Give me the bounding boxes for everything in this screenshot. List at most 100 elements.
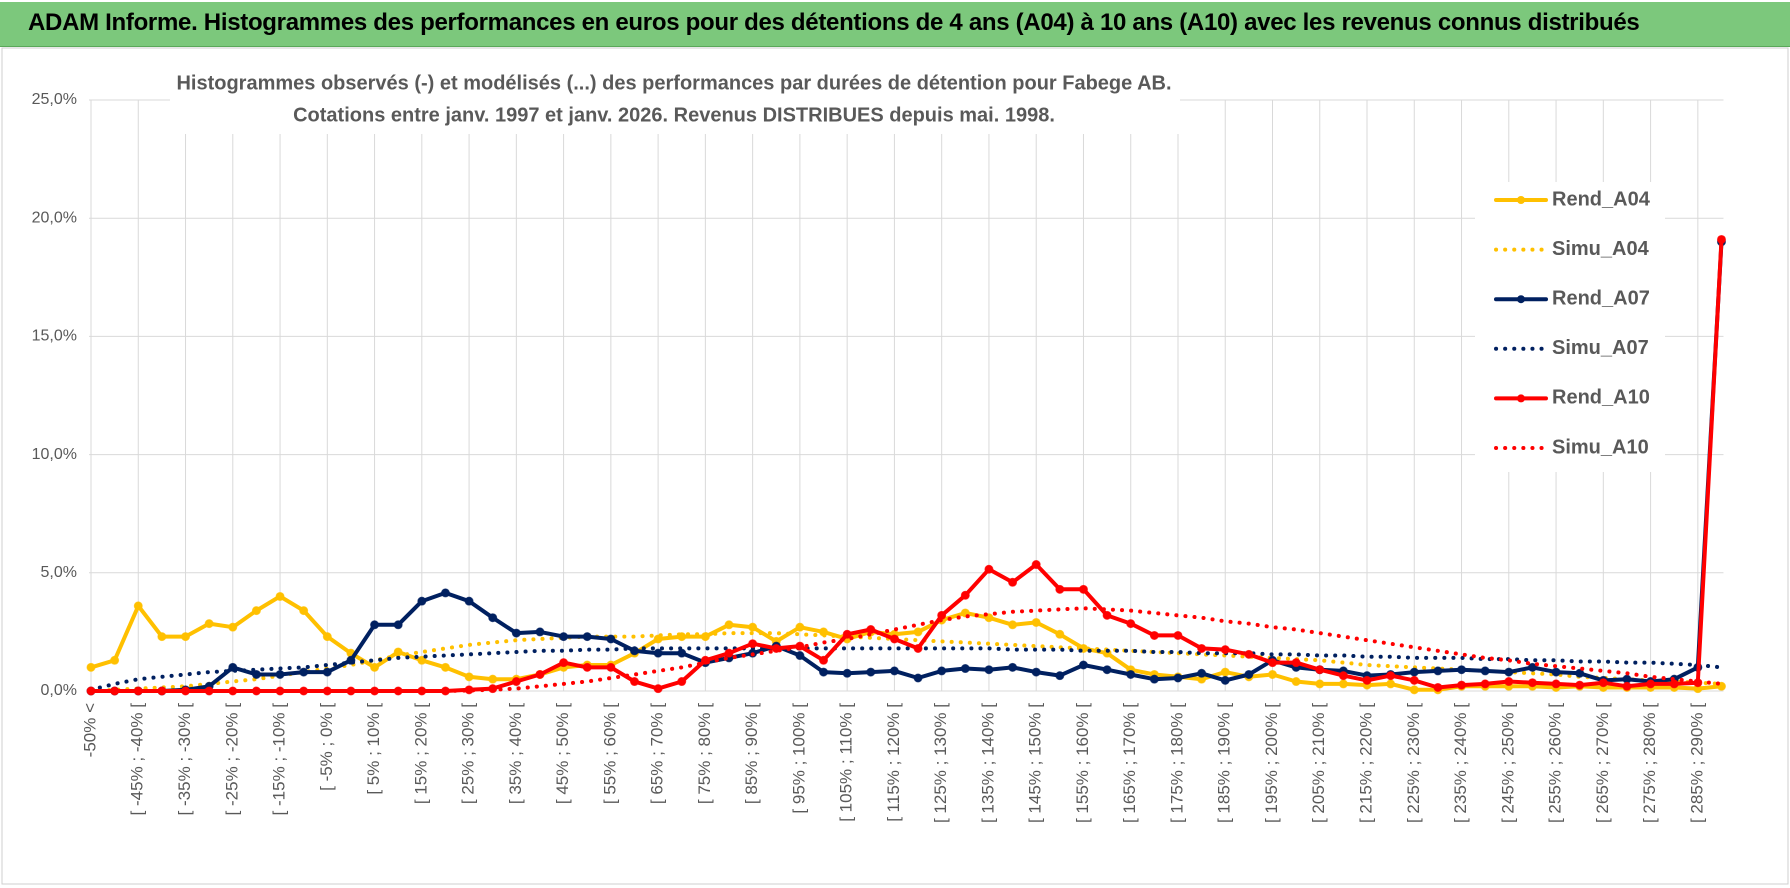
y-tick-label: 15,0% bbox=[32, 328, 77, 345]
data-point bbox=[1031, 560, 1041, 570]
data-point bbox=[606, 634, 616, 644]
data-point bbox=[440, 662, 450, 672]
x-tick-label: [ 115% ; 120% [ bbox=[884, 703, 903, 822]
x-tick-label: [ 5% ; 10% [ bbox=[364, 703, 383, 795]
data-point bbox=[1102, 610, 1112, 620]
data-point bbox=[1220, 675, 1230, 685]
data-point bbox=[1291, 658, 1301, 668]
data-point bbox=[559, 632, 569, 642]
data-point bbox=[653, 684, 663, 694]
x-tick-label: [ 135% ; 140% [ bbox=[978, 703, 997, 823]
legend-background bbox=[1475, 182, 1665, 472]
x-tick-label: [ 185% ; 190% [ bbox=[1215, 703, 1234, 823]
data-point bbox=[582, 632, 592, 642]
data-point bbox=[1409, 685, 1419, 695]
data-point bbox=[1291, 677, 1301, 687]
data-point bbox=[1173, 673, 1183, 683]
x-tick-label: [ 235% ; 240% [ bbox=[1451, 703, 1470, 823]
data-point bbox=[795, 651, 805, 661]
data-point bbox=[1078, 584, 1088, 594]
data-point bbox=[1338, 671, 1348, 681]
data-point bbox=[275, 669, 285, 679]
x-tick-label: [ 145% ; 150% [ bbox=[1026, 703, 1045, 823]
legend-label: Rend_A07 bbox=[1552, 287, 1650, 309]
data-point bbox=[889, 634, 899, 644]
data-point bbox=[157, 632, 167, 642]
data-point bbox=[795, 622, 805, 632]
data-point bbox=[1575, 680, 1585, 690]
x-tick-label: [ 175% ; 180% [ bbox=[1167, 703, 1186, 823]
data-point bbox=[1315, 665, 1325, 675]
data-point bbox=[1268, 669, 1277, 679]
data-point bbox=[1126, 619, 1136, 629]
x-tick-label: [ 25% ; 30% [ bbox=[459, 703, 478, 804]
data-point bbox=[984, 665, 994, 675]
data-point bbox=[1244, 669, 1254, 679]
data-point bbox=[1055, 629, 1065, 639]
data-point bbox=[1646, 679, 1656, 689]
data-point bbox=[370, 662, 380, 672]
data-point bbox=[1433, 682, 1443, 692]
page-title: ADAM Informe. Histogrammes des performan… bbox=[28, 9, 1640, 36]
data-point bbox=[464, 672, 474, 682]
legend-marker bbox=[1517, 394, 1525, 403]
data-point bbox=[535, 627, 545, 637]
data-point bbox=[370, 620, 380, 630]
data-point bbox=[1598, 678, 1608, 688]
x-tick-label: [ -5% ; 0% [ bbox=[317, 703, 336, 791]
data-point bbox=[1362, 675, 1372, 685]
data-point bbox=[1409, 667, 1419, 677]
data-point bbox=[677, 648, 687, 658]
data-point bbox=[984, 564, 994, 574]
data-point bbox=[866, 625, 876, 635]
data-point bbox=[1575, 668, 1585, 678]
data-point bbox=[1527, 662, 1537, 672]
y-tick-label: 0,0% bbox=[41, 682, 77, 699]
x-tick-label: [ 125% ; 130% [ bbox=[931, 703, 950, 823]
data-point bbox=[181, 632, 191, 642]
x-tick-label: [ 285% ; 290% [ bbox=[1687, 703, 1706, 823]
data-point bbox=[440, 588, 450, 598]
y-tick-label: 10,0% bbox=[32, 446, 77, 463]
legend-marker bbox=[1517, 196, 1525, 204]
data-point bbox=[1409, 675, 1419, 685]
data-point bbox=[1055, 671, 1065, 681]
chart-title: Histogrammes observés (-) et modélisés (… bbox=[176, 72, 1171, 94]
data-point bbox=[1386, 671, 1396, 681]
data-point bbox=[1126, 669, 1136, 679]
data-point bbox=[1551, 667, 1561, 677]
data-point bbox=[866, 667, 876, 677]
x-tick-label: [ 155% ; 160% [ bbox=[1073, 703, 1092, 823]
x-tick-label: [ 165% ; 170% [ bbox=[1120, 703, 1139, 823]
data-point bbox=[1102, 665, 1112, 675]
data-point bbox=[535, 669, 545, 679]
x-tick-label: [ 55% ; 60% [ bbox=[600, 703, 619, 804]
model-line bbox=[89, 646, 1724, 692]
data-point bbox=[488, 613, 498, 623]
data-point bbox=[1031, 617, 1041, 627]
data-point bbox=[251, 669, 261, 679]
x-tick-label: [ -35% ; -30% [ bbox=[175, 703, 194, 816]
data-point bbox=[322, 667, 332, 677]
data-point bbox=[1008, 620, 1018, 630]
data-point bbox=[748, 622, 758, 632]
data-point bbox=[1220, 645, 1230, 655]
data-point bbox=[1149, 630, 1159, 640]
data-point bbox=[511, 628, 521, 638]
data-point bbox=[889, 666, 899, 676]
data-point bbox=[322, 632, 332, 642]
data-point bbox=[228, 622, 238, 632]
x-tick-label: [ 105% ; 110% [ bbox=[837, 703, 856, 822]
data-point bbox=[1386, 679, 1396, 689]
x-tick-label: [ 195% ; 200% [ bbox=[1262, 703, 1281, 823]
x-tick-label: [ 275% ; 280% [ bbox=[1640, 703, 1659, 823]
data-point bbox=[819, 655, 829, 665]
data-point bbox=[819, 667, 829, 677]
data-point bbox=[464, 596, 474, 606]
data-point bbox=[86, 662, 96, 672]
data-point bbox=[251, 606, 261, 616]
data-point bbox=[1008, 662, 1018, 672]
data-point bbox=[724, 620, 734, 630]
legend-label: Rend_A04 bbox=[1552, 188, 1651, 210]
